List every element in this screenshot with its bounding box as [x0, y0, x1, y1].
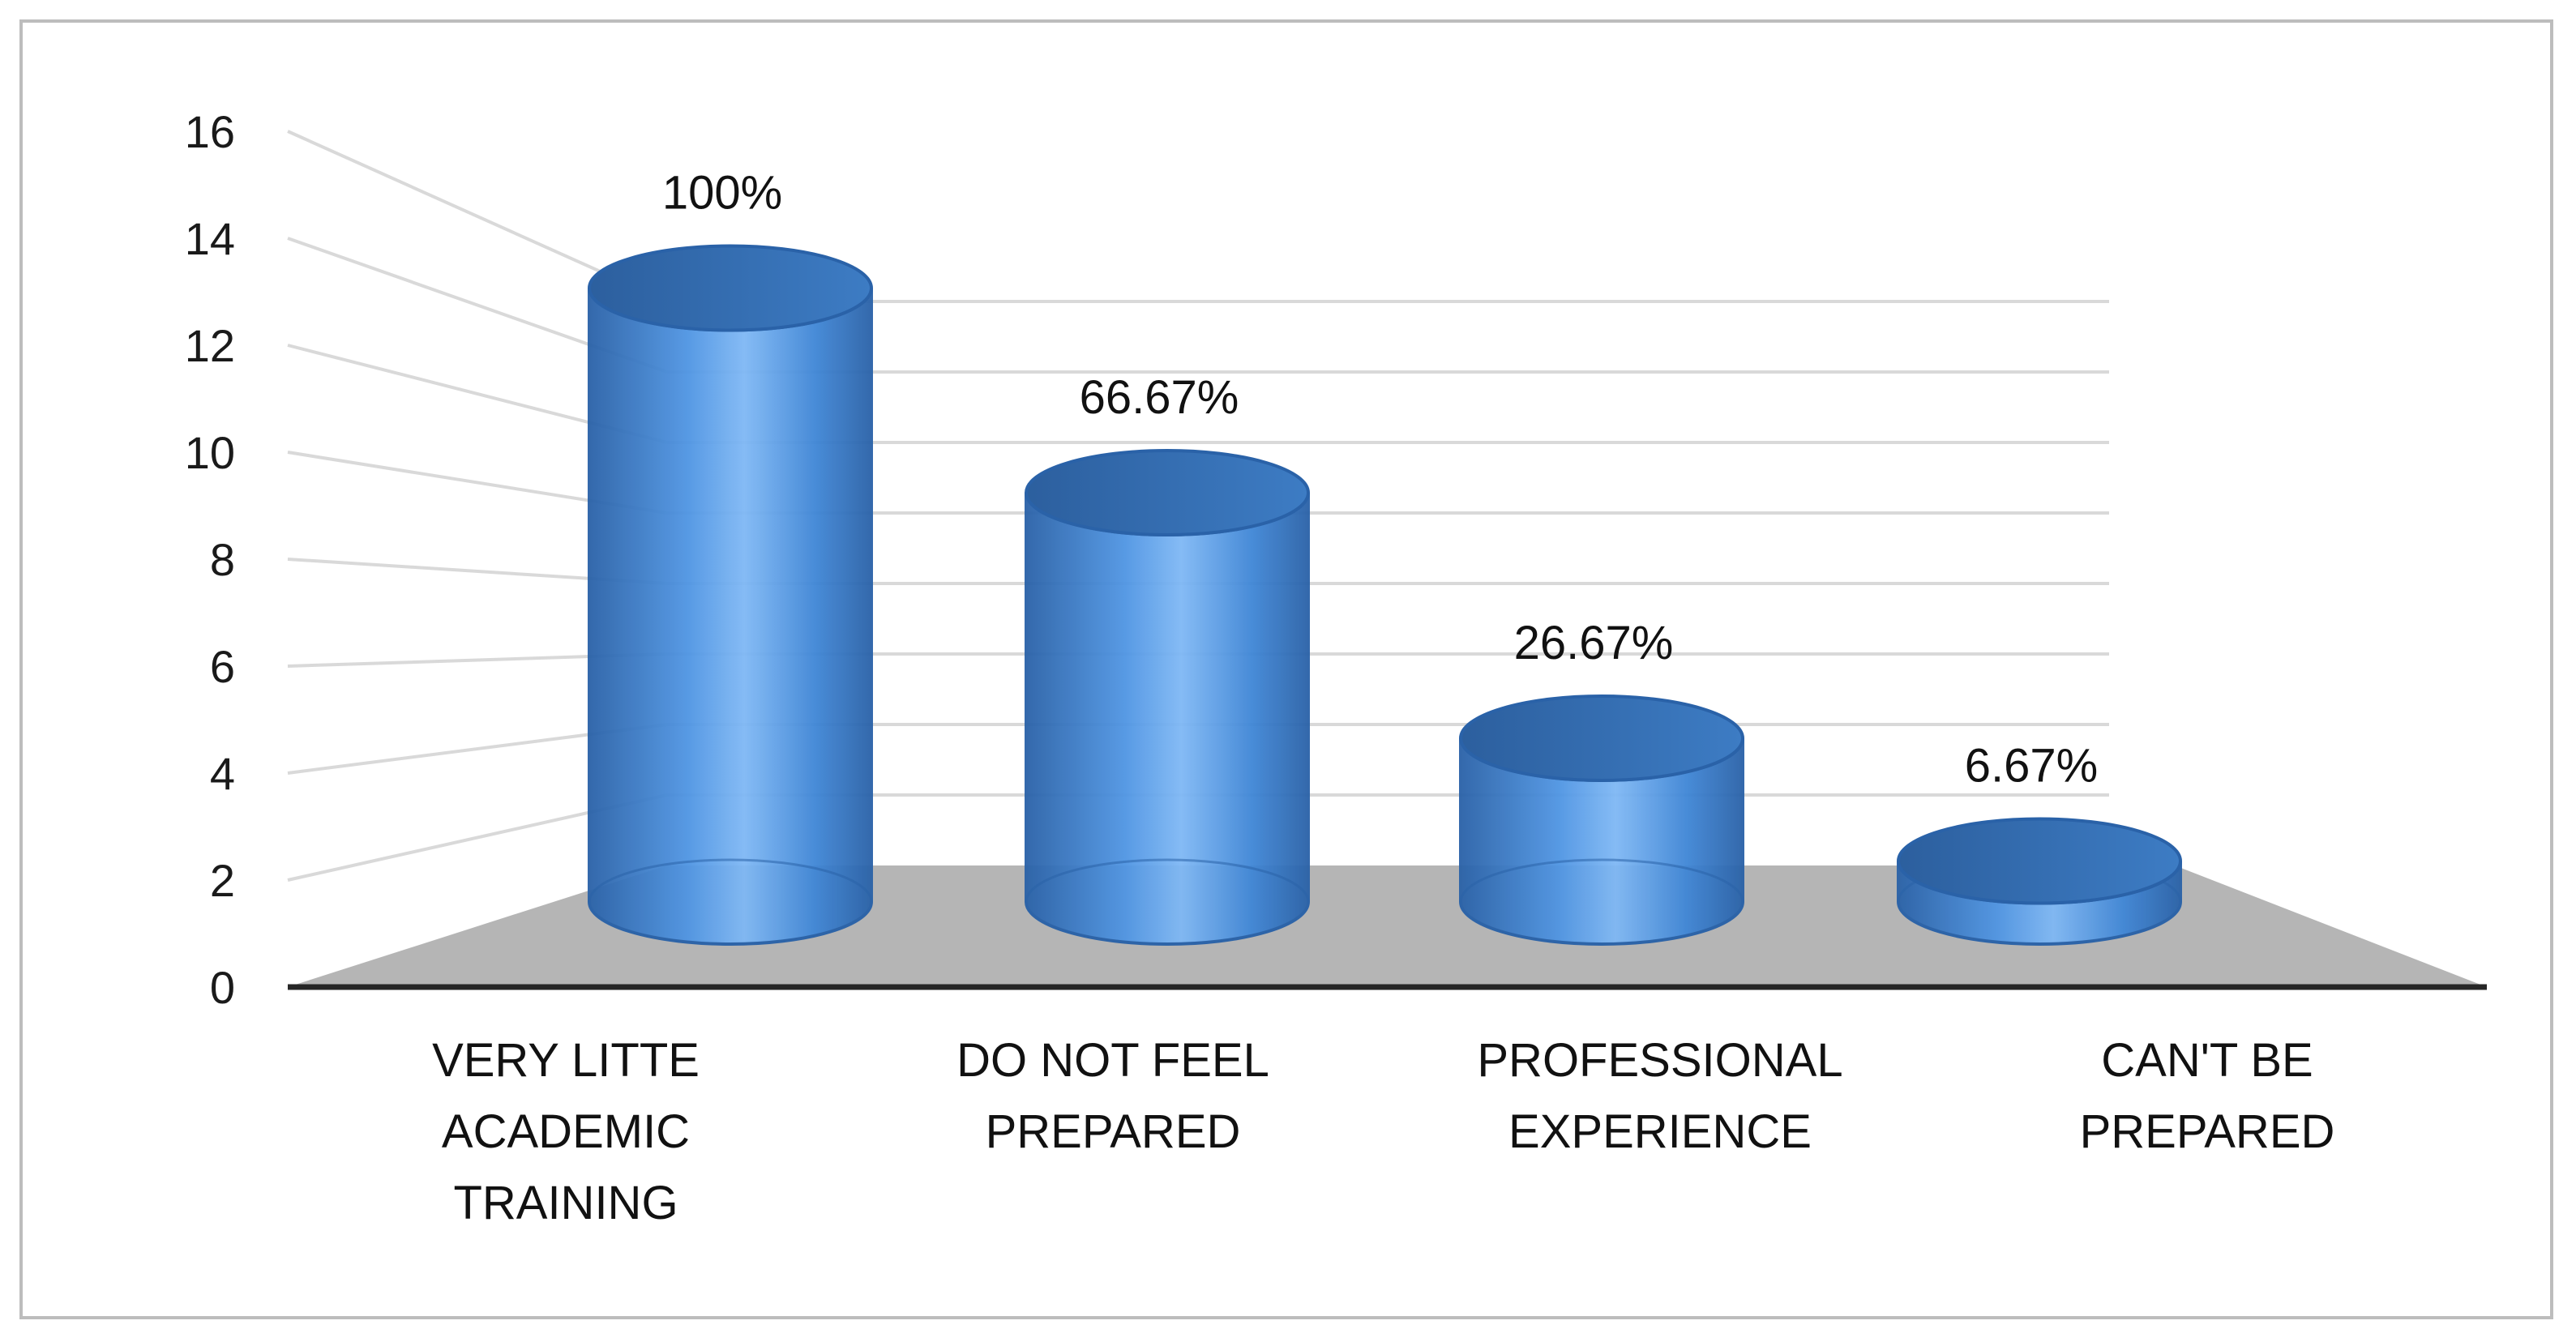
x-category-label-line: EXPERIENCE: [1508, 1105, 1812, 1158]
bar-base-edge: [588, 858, 873, 946]
x-category-label: CAN'T BE PREPARED: [2080, 1034, 2335, 1158]
bar-base-edge: [1025, 858, 1310, 946]
labels: 0 2 4 6 8 10 12 14 16 100% VERY LITTE ACADEMIC TRAIN…: [185, 106, 2335, 1229]
bar-top-cap: [1025, 449, 1310, 536]
y-tick-label: 8: [210, 534, 235, 585]
bar-body: [588, 288, 873, 946]
bar-top-cap: [1459, 695, 1744, 782]
bar: [1897, 817, 2182, 946]
data-label: 6.67%: [1965, 740, 2098, 793]
chart-frame: 0 2 4 6 8 10 12 14 16 100% VERY LITTE ACADEMIC TRAIN…: [19, 19, 2553, 1319]
bar-base-edge: [1459, 858, 1744, 946]
chart-svg: 0 2 4 6 8 10 12 14 16 100% VERY LITTE ACADEMIC TRAIN…: [185, 106, 2487, 1229]
bar: [1459, 695, 1744, 946]
x-category-label-line: PREPARED: [2080, 1105, 2335, 1158]
y-tick-label: 16: [185, 106, 235, 157]
bar-body: [1025, 492, 1310, 946]
x-category-label: DO NOT FEEL PREPARED: [956, 1034, 1269, 1158]
bars: [588, 244, 2182, 946]
x-category-label-line: VERY LITTE: [432, 1034, 700, 1087]
y-tick-label: 6: [210, 641, 235, 692]
bar: [588, 244, 873, 946]
y-tick-label: 2: [210, 855, 235, 906]
y-tick-label: 4: [210, 748, 235, 799]
x-category-label: PROFESSIONAL EXPERIENCE: [1477, 1034, 1842, 1158]
y-tick-label: 0: [210, 962, 235, 1013]
y-tick-label: 14: [185, 213, 235, 264]
bar: [1025, 449, 1310, 946]
bar-top-cap: [1897, 817, 2182, 905]
gridlines: [287, 130, 2109, 882]
x-category-label-line: ACADEMIC: [442, 1105, 690, 1158]
data-label: 26.67%: [1514, 617, 1674, 669]
x-category-label: VERY LITTE ACADEMIC TRAINING: [432, 1034, 700, 1229]
y-tick-label: 10: [185, 427, 235, 478]
x-category-label-line: TRAINING: [453, 1177, 678, 1229]
data-label: 100%: [662, 167, 782, 220]
y-tick-label: 12: [185, 320, 235, 371]
bar-top-cap: [588, 244, 873, 332]
x-category-label-line: PROFESSIONAL: [1477, 1034, 1842, 1087]
x-category-label-line: CAN'T BE: [2101, 1034, 2313, 1087]
x-category-label-line: DO NOT FEEL: [956, 1034, 1269, 1087]
x-category-label-line: PREPARED: [986, 1105, 1241, 1158]
data-label: 66.67%: [1080, 371, 1239, 424]
